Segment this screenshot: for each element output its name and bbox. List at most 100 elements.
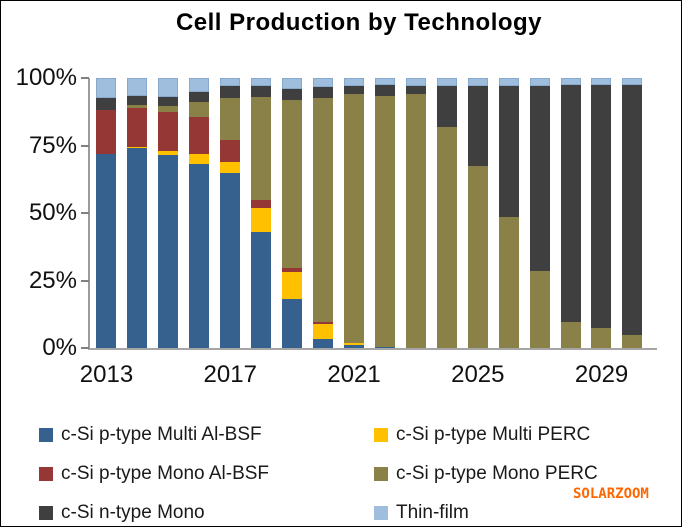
segment-mono-al-bsf-2020 [313, 322, 334, 324]
segment-multi-al-bsf-2019 [282, 299, 303, 348]
segment-multi-perc-2016 [189, 153, 210, 165]
segment-multi-al-bsf-2013 [96, 153, 117, 348]
segment-multi-al-bsf-2018 [251, 231, 272, 348]
segment-mono-perc-2023 [405, 94, 426, 348]
segment-n-type-mono-2022 [374, 84, 395, 96]
segment-thin-film-2019 [282, 78, 303, 89]
watermark-solarzoom: SOLARZOOM [573, 486, 649, 502]
bar-slot-2015 [153, 78, 184, 348]
legend: c-Si p-type Multi Al-BSF c-Si p-type Mult… [39, 424, 654, 524]
legend-swatch-multi-al-bsf [39, 428, 53, 442]
bar-2028 [560, 78, 581, 348]
segment-thin-film-2021 [343, 78, 364, 87]
y-axis-label-25pct: 25% [28, 266, 77, 294]
bar-slot-2030 [617, 78, 648, 348]
segment-mono-al-bsf-2014 [127, 107, 148, 147]
segment-mono-perc-2015 [158, 106, 179, 112]
segment-multi-perc-2017 [220, 161, 241, 173]
bar-slot-2013 [91, 78, 122, 348]
segment-thin-film-2020 [313, 78, 334, 88]
segment-multi-al-bsf-2021 [343, 345, 364, 348]
x-axis-label-2017: 2017 [203, 361, 257, 388]
segment-thin-film-2026 [498, 78, 519, 87]
segment-thin-film-2015 [158, 78, 179, 97]
bar-2024 [436, 78, 457, 348]
segment-thin-film-2028 [560, 78, 581, 85]
segment-thin-film-2022 [374, 78, 395, 85]
legend-item-mono-perc: c-Si p-type Mono PERC [374, 463, 654, 485]
bar-slot-2027 [524, 78, 555, 348]
segment-mono-al-bsf-2018 [251, 199, 272, 208]
bar-2027 [529, 78, 550, 348]
segment-n-type-mono-2027 [529, 86, 550, 272]
segment-mono-perc-2028 [560, 322, 581, 348]
bar-2025 [467, 78, 488, 348]
segment-n-type-mono-2028 [560, 84, 581, 323]
segment-multi-perc-2018 [251, 207, 272, 232]
segment-multi-perc-2014 [127, 146, 148, 149]
bar-slot-2026 [493, 78, 524, 348]
segment-thin-film-2030 [622, 78, 643, 85]
segment-multi-al-bsf-2017 [220, 172, 241, 348]
legend-label-n-type-mono: c-Si n-type Mono [61, 502, 205, 523]
legend-swatch-mono-perc [374, 467, 388, 481]
segment-n-type-mono-2026 [498, 86, 519, 218]
bar-2018 [251, 78, 272, 348]
segment-multi-perc-2021 [343, 342, 364, 346]
segment-thin-film-2014 [127, 78, 148, 96]
y-axis-label-50pct: 50% [28, 199, 77, 226]
bar-2029 [591, 78, 612, 348]
segment-n-type-mono-2018 [251, 86, 272, 97]
x-axis-line [88, 348, 657, 350]
bar-2026 [498, 78, 519, 348]
segment-n-type-mono-2021 [343, 86, 364, 95]
segment-n-type-mono-2015 [158, 96, 179, 107]
y-tick-mark [81, 144, 89, 147]
legend-item-thin-film: Thin-film [374, 502, 654, 524]
legend-swatch-mono-al-bsf [39, 467, 53, 481]
segment-n-type-mono-2020 [313, 87, 334, 99]
legend-swatch-multi-perc [374, 428, 388, 442]
bar-slot-2014 [122, 78, 153, 348]
segment-thin-film-2023 [405, 78, 426, 87]
x-axis-label-2013: 2013 [79, 361, 134, 388]
segment-n-type-mono-2014 [127, 95, 148, 106]
segment-mono-perc-2027 [529, 271, 550, 348]
segment-n-type-mono-2013 [96, 98, 117, 111]
y-axis-ticks [81, 77, 89, 349]
bar-slot-2025 [462, 78, 493, 348]
segment-mono-al-bsf-2016 [189, 117, 210, 154]
segment-thin-film-2025 [467, 78, 488, 87]
segment-multi-al-bsf-2020 [313, 338, 334, 348]
bar-2020 [313, 78, 334, 348]
legend-item-multi-al-bsf: c-Si p-type Multi Al-BSF [39, 424, 374, 446]
segment-mono-perc-2029 [591, 327, 612, 348]
legend-label-mono-perc: c-Si p-type Mono PERC [396, 463, 598, 484]
y-axis-label-100pct: 100% [15, 64, 77, 91]
segment-thin-film-2027 [529, 78, 550, 87]
y-tick-mark [81, 347, 89, 349]
segment-multi-al-bsf-2014 [127, 148, 148, 348]
bar-slot-2028 [555, 78, 586, 348]
bar-series-container [91, 78, 648, 348]
bar-2016 [189, 78, 210, 348]
segment-n-type-mono-2024 [436, 86, 457, 127]
y-axis-labels: 100% 75% 50% 25% 0% [1, 64, 77, 361]
bar-2019 [282, 78, 303, 348]
segment-n-type-mono-2030 [622, 84, 643, 335]
segment-n-type-mono-2023 [405, 86, 426, 95]
x-axis-label-2021: 2021 [327, 361, 381, 388]
segment-multi-perc-2019 [282, 272, 303, 300]
y-axis-label-75pct: 75% [28, 131, 77, 159]
bar-2021 [343, 78, 364, 348]
bar-2013 [96, 78, 117, 348]
segment-thin-film-2017 [220, 78, 241, 87]
legend-label-multi-al-bsf: c-Si p-type Multi Al-BSF [61, 424, 262, 445]
bar-2023 [405, 78, 426, 348]
bar-2014 [127, 78, 148, 348]
bar-2015 [158, 78, 179, 348]
segment-mono-perc-2024 [436, 126, 457, 348]
segment-mono-perc-2019 [282, 99, 303, 269]
legend-label-thin-film: Thin-film [396, 502, 469, 523]
